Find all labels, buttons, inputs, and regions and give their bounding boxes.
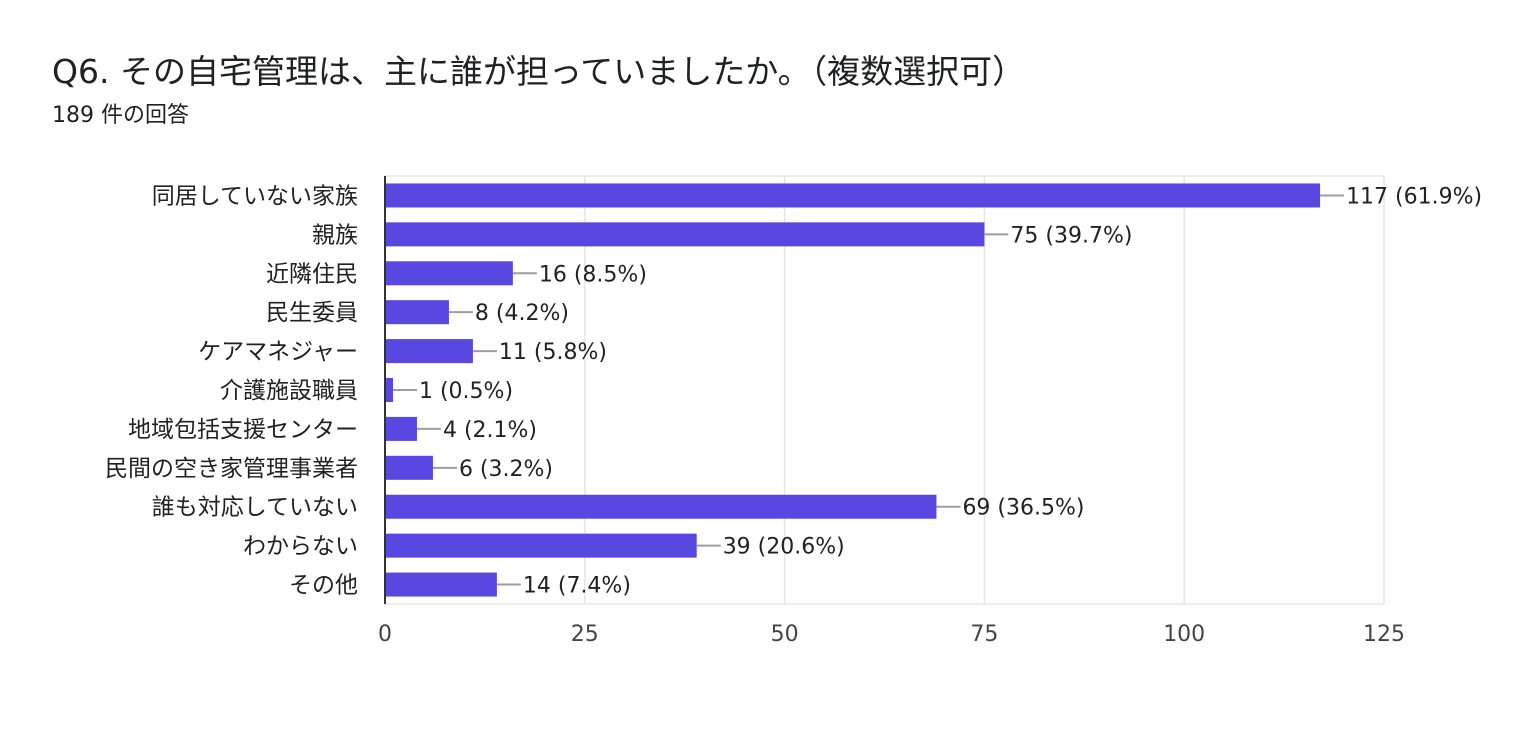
category-label: 近隣住民 — [266, 261, 358, 287]
bar — [385, 494, 937, 519]
axes: 0 25 50 75 100 125 同居していない家族親族近隣住民民生委員ケアマネジャー介… — [105, 176, 1405, 647]
category-label: その他 — [289, 573, 358, 599]
grid-lines — [385, 175, 1385, 605]
bars: 117 (61.9%) 75 (39.7%) 16 (8.5%) 8 (4.2%) 11… — [385, 183, 1482, 599]
category-label: 地域包括支援センター — [128, 417, 358, 443]
x-tick-label: 100 — [1163, 622, 1205, 647]
x-tick-label: 125 — [1363, 622, 1405, 647]
bar — [385, 261, 513, 286]
bar — [385, 339, 473, 364]
x-tick-label: 50 — [771, 622, 799, 647]
bar-value-label: 39 (20.6%) — [723, 535, 845, 560]
bar — [385, 378, 393, 402]
category-label: わからない — [243, 534, 358, 560]
response-count: 189 件の回答 — [52, 103, 189, 128]
x-tick-label: 75 — [970, 622, 998, 647]
bar-value-label: 14 (7.4%) — [523, 574, 631, 599]
bar — [385, 183, 1321, 208]
bar — [385, 300, 449, 325]
x-tick-label: 25 — [571, 622, 599, 647]
category-label: 民生委員 — [266, 300, 358, 326]
bar-value-label: 75 (39.7%) — [1010, 223, 1132, 248]
bar-value-label: 8 (4.2%) — [475, 301, 569, 326]
bar — [385, 455, 433, 480]
x-tick-label: 0 — [378, 622, 392, 647]
bar-value-label: 1 (0.5%) — [419, 379, 513, 404]
bar — [385, 416, 417, 441]
bar — [385, 572, 497, 597]
category-label: 介護施設職員 — [220, 378, 358, 404]
category-label: 同居していない家族 — [152, 183, 358, 209]
bar — [385, 533, 697, 558]
bar — [385, 222, 985, 247]
bar-value-label: 69 (36.5%) — [962, 496, 1084, 521]
bar-value-label: 6 (3.2%) — [459, 457, 553, 482]
category-label: ケアマネジャー — [198, 339, 358, 365]
bar-value-label: 16 (8.5%) — [539, 262, 647, 287]
bar-value-label: 11 (5.8%) — [499, 340, 607, 365]
category-label: 親族 — [312, 222, 358, 248]
bar-value-label: 117 (61.9%) — [1346, 184, 1482, 209]
category-label: 誰も対応していない — [152, 495, 358, 521]
bar-value-label: 4 (2.1%) — [443, 418, 537, 443]
category-label: 民間の空き家管理事業者 — [105, 456, 358, 482]
chart-title: Q6. その自宅管理は、主に誰が担っていましたか。（複数選択可） — [52, 52, 1026, 91]
